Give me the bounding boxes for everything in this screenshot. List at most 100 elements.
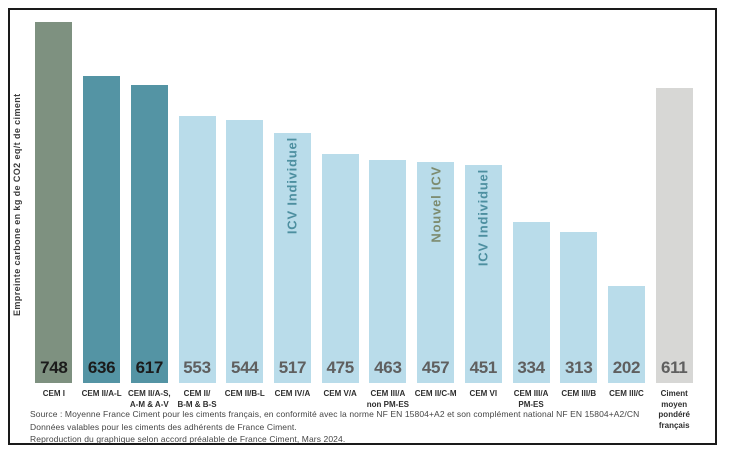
- bar-category-label-line: CEM III/A: [370, 389, 406, 398]
- bar-zone: ICV Individuel 517: [269, 22, 317, 383]
- bar-category-label-line: PM-ES: [518, 399, 544, 409]
- bar-column: 611 Ciment moyen pondéré français: [650, 22, 698, 431]
- source-line: Reproduction du graphique selon accord p…: [30, 434, 346, 444]
- bar-column: 313 CEM III/B: [555, 22, 603, 431]
- bar-category-label: CEM II/B-M & B-S: [173, 389, 221, 410]
- bar-value-label: 475: [326, 358, 354, 377]
- bar: 748: [35, 22, 73, 383]
- bar-zone: 544: [221, 22, 269, 383]
- bar-category-label-line: CEM II/A-L: [81, 389, 122, 398]
- bar-zone: 463: [364, 22, 412, 383]
- bar: 544: [226, 120, 264, 383]
- bar: 617: [130, 85, 168, 383]
- bar-category-label: CEM III/C: [603, 389, 651, 400]
- source-line: Données valables pour les ciments des ad…: [30, 421, 297, 432]
- bar-category-label-line: moyen: [661, 399, 688, 409]
- bar-category-label: CEM II/A-L: [78, 389, 126, 400]
- bar-column: 553 CEM II/B-M & B-S: [173, 22, 221, 431]
- bar: 475: [321, 154, 359, 383]
- bar-category-label-line: français: [658, 420, 690, 430]
- bar-category-label-line: B-M & B-S: [177, 399, 217, 409]
- bar-annotation-label: ICV Individuel: [475, 169, 491, 267]
- bar-column: 475 CEM V/A: [316, 22, 364, 431]
- bar-column: 617 CEM II/A-S, A-M & A-V: [125, 22, 173, 431]
- bar: 611: [655, 88, 693, 383]
- bar: 334: [512, 222, 550, 383]
- bar-annotation-label: ICV Individuel: [284, 137, 300, 235]
- bar: Nouvel ICV 457: [417, 162, 455, 383]
- bar-column: 463 CEM III/A non PM-ES: [364, 22, 412, 431]
- bar-category-label: CEM VI: [459, 389, 507, 400]
- bar-category-label-line: CEM VI: [469, 389, 498, 398]
- bar-category-label: CEM III/A non PM-ES: [364, 389, 412, 410]
- bar-category-label: CEM V/A: [316, 389, 364, 400]
- bar-category-label-line: CEM II/B-L: [224, 389, 265, 398]
- bar-value-label: 313: [565, 358, 593, 377]
- bar-category-label: CEM III/A PM-ES: [507, 389, 555, 410]
- bar-column: 636 CEM II/A-L: [78, 22, 126, 431]
- bar-zone: ICV Individuel 451: [459, 22, 507, 383]
- bar-zone: Nouvel ICV 457: [412, 22, 460, 383]
- bar-zone: 748: [30, 22, 78, 383]
- bar-zone: 611: [650, 22, 698, 383]
- bar-category-label: CEM III/B: [555, 389, 603, 400]
- bar-category-label-line: CEM IV/A: [274, 389, 311, 398]
- bar-category-label-line: CEM II/: [183, 389, 211, 398]
- bar-value-label: 544: [231, 358, 259, 377]
- bar: ICV Individuel 517: [273, 133, 311, 383]
- y-axis-label: Empreinte carbone en kg de CO2 eq/t de c…: [12, 93, 22, 317]
- bar-value-label: 457: [421, 358, 450, 377]
- bar-category-label-line: A-M & A-V: [129, 399, 169, 409]
- bar-annotation-label: Nouvel ICV: [428, 166, 444, 243]
- bar-category-label-line: CEM II/A-S,: [127, 389, 171, 398]
- bar-column: Nouvel ICV 457 CEM II/C-M: [412, 22, 460, 431]
- bars-row: 748 CEM I 636 CEM II/A-L 617 CEM II/A-S, A-M &…: [30, 22, 698, 431]
- bar-zone: 617: [125, 22, 173, 383]
- bar-column: 748 CEM I: [30, 22, 78, 431]
- bar-zone: 553: [173, 22, 221, 383]
- bar: 313: [560, 232, 598, 383]
- bar-zone: 636: [78, 22, 126, 383]
- bar: 202: [607, 286, 645, 383]
- bar-value-label: 748: [40, 358, 68, 377]
- bar-category-label-line: CEM III/C: [609, 389, 644, 398]
- bar-column: 202 CEM III/C: [603, 22, 651, 431]
- bar: 553: [178, 116, 216, 383]
- bar: 463: [369, 160, 407, 383]
- bar-value-label: 517: [278, 358, 307, 377]
- bar: 636: [83, 76, 121, 383]
- source-line: Source : Moyenne France Ciment pour les …: [30, 409, 640, 419]
- bar-category-label: CEM II/B-L: [221, 389, 269, 400]
- bar-category-label: CEM I: [30, 389, 78, 400]
- bar-category-label: Ciment moyen pondéré français: [650, 389, 698, 431]
- bar-category-label-line: non PM-ES: [366, 399, 409, 409]
- bar-category-label-line: CEM II/C-M: [414, 389, 457, 398]
- bar-zone: 334: [507, 22, 555, 383]
- bar-value-label: 636: [87, 358, 116, 377]
- bar-category-label-line: CEM V/A: [323, 389, 357, 398]
- bar-column: 544 CEM II/B-L: [221, 22, 269, 431]
- bar-zone: 475: [316, 22, 364, 383]
- bar-category-label-line: pondéré: [658, 410, 690, 419]
- bar-category-label-line: CEM III/A: [513, 389, 549, 398]
- bar-value-label: 463: [374, 358, 402, 377]
- bar-zone: 202: [603, 22, 651, 383]
- bar-column: ICV Individuel 517 CEM IV/A: [269, 22, 317, 431]
- bar-column: ICV Individuel 451 CEM VI: [459, 22, 507, 431]
- bar-category-label-line: CEM III/B: [561, 389, 597, 398]
- bar-category-label-line: CEM I: [42, 389, 65, 398]
- source-note: Source : Moyenne France Ciment pour les …: [30, 408, 639, 446]
- bar-value-label: 553: [183, 358, 211, 377]
- bar-category-label: CEM II/C-M: [412, 389, 460, 400]
- bar-value-label: 334: [517, 358, 545, 377]
- bar-category-label: CEM IV/A: [269, 389, 317, 400]
- bar-category-label-line: Ciment: [660, 389, 688, 398]
- chart-frame: [8, 8, 717, 445]
- bar-value-label: 202: [612, 358, 641, 377]
- bar-zone: 313: [555, 22, 603, 383]
- bar-value-label: 611: [660, 358, 688, 377]
- bar: ICV Individuel 451: [464, 165, 502, 383]
- bar-value-label: 451: [469, 358, 498, 377]
- bar-value-label: 617: [135, 358, 164, 377]
